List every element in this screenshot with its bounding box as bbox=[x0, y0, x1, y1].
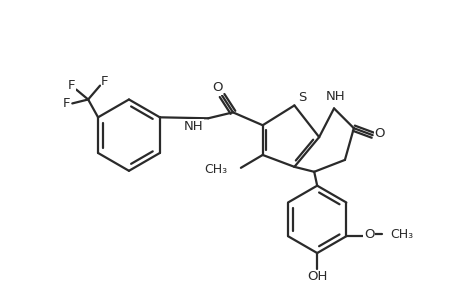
Text: O: O bbox=[374, 127, 384, 140]
Text: F: F bbox=[62, 97, 70, 110]
Text: F: F bbox=[101, 75, 108, 88]
Text: NH: NH bbox=[325, 90, 345, 103]
Text: F: F bbox=[67, 79, 75, 92]
Text: O: O bbox=[212, 81, 222, 94]
Text: CH₃: CH₃ bbox=[389, 228, 412, 241]
Text: OH: OH bbox=[306, 270, 327, 283]
Text: CH₃: CH₃ bbox=[203, 163, 227, 176]
Text: S: S bbox=[297, 91, 306, 104]
Text: NH: NH bbox=[183, 120, 203, 133]
Text: O: O bbox=[363, 228, 374, 241]
